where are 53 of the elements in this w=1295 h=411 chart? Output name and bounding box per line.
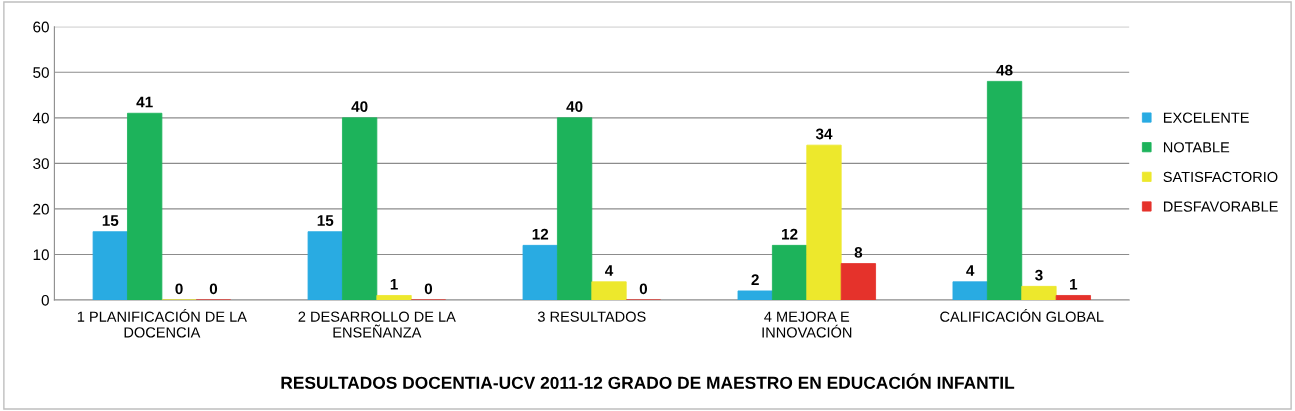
bar xyxy=(591,281,627,301)
bar xyxy=(771,244,808,301)
bar xyxy=(307,231,343,301)
data-label: 0 xyxy=(424,283,433,295)
data-label: 3 xyxy=(1035,269,1043,281)
x-tick-label: 1 PLANIFICACIÓN DE LA DOCENCIA xyxy=(77,309,247,338)
bar xyxy=(737,290,773,301)
data-label: 15 xyxy=(317,215,334,226)
legend-label: EXCELENTE xyxy=(1163,112,1249,123)
data-label: 0 xyxy=(639,283,648,295)
y-tick-label: 40 xyxy=(32,112,49,124)
data-label: 0 xyxy=(175,283,183,295)
data-label: 15 xyxy=(102,215,119,226)
data-label: 4 xyxy=(605,265,614,276)
bar xyxy=(952,281,988,301)
bar xyxy=(376,295,412,301)
bar xyxy=(557,117,593,301)
data-label: 48 xyxy=(996,64,1013,76)
legend-label: DESFAVORABLE xyxy=(1163,201,1278,212)
data-label: 2 xyxy=(751,274,759,285)
bar xyxy=(1021,285,1057,301)
data-label: 4 xyxy=(966,265,975,276)
bar xyxy=(986,80,1023,301)
text: RESULTADOS DOCENTIA-UCV 2011-12 GRADO DE MAESTRO EN EDUCACIÓN INFANTIL xyxy=(281,373,1015,389)
x-tick-label: CALIFICACIÓN GLOBAL xyxy=(940,309,1104,322)
x-tick-label: 3 RESULTADOS xyxy=(537,311,646,322)
data-label: 40 xyxy=(566,101,583,113)
y-tick-label: 30 xyxy=(33,158,49,170)
bar xyxy=(127,112,163,301)
data-label: 40 xyxy=(351,101,368,113)
y-tick-label: 50 xyxy=(33,67,49,78)
data-label: 1 xyxy=(390,279,398,290)
bar xyxy=(92,231,128,301)
bar xyxy=(840,263,876,301)
data-label: 12 xyxy=(782,228,798,240)
x-tick-label: 4 MEJORA E INNOVACIÓN xyxy=(762,311,852,338)
bar xyxy=(522,244,558,301)
data-label: 8 xyxy=(854,246,863,258)
data-label: 0 xyxy=(209,283,218,295)
bar xyxy=(806,144,842,301)
bar xyxy=(342,117,378,301)
legend-label: NOTABLE xyxy=(1163,142,1230,153)
data-label: 1 xyxy=(1070,279,1078,290)
legend-label: SATISFACTORIO xyxy=(1163,171,1278,183)
data-label: 34 xyxy=(815,128,833,140)
bar xyxy=(1055,295,1091,301)
y-tick-label: 0 xyxy=(41,294,49,306)
x-tick-label: 2 DESARROLLO DE LA ENSEÑANZA xyxy=(298,311,456,338)
data-label: 41 xyxy=(136,96,153,108)
y-tick-label: 60 xyxy=(33,21,49,33)
y-tick-label: 20 xyxy=(33,203,49,215)
y-tick-label: 10 xyxy=(33,249,49,261)
data-label: 12 xyxy=(532,228,549,240)
